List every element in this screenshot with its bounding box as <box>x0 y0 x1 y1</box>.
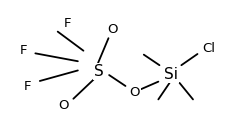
Text: Cl: Cl <box>202 42 215 55</box>
Text: O: O <box>107 23 118 36</box>
Text: F: F <box>19 44 27 57</box>
Text: F: F <box>64 17 72 30</box>
Text: O: O <box>58 99 69 113</box>
Text: Si: Si <box>164 67 178 82</box>
Text: O: O <box>130 86 140 99</box>
Text: F: F <box>24 80 31 93</box>
Text: S: S <box>94 64 104 79</box>
